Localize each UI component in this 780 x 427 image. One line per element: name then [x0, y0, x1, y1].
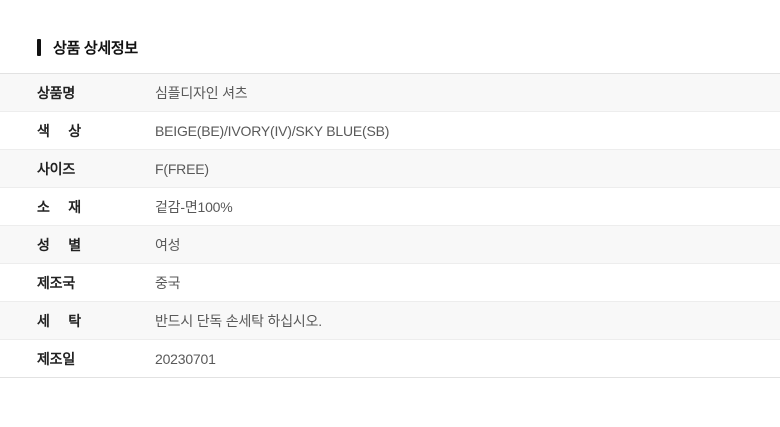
spec-label: 사이즈 — [37, 160, 76, 177]
spec-value: 심플디자인 셔츠 — [155, 84, 248, 101]
spec-row-size: 사이즈 F(FREE) — [0, 150, 780, 188]
spec-row-origin-country: 제조국 중국 — [0, 264, 780, 302]
spec-row-material: 소 재 겉감-면100% — [0, 188, 780, 226]
spec-label: 색 상 — [37, 122, 81, 139]
section-header: 상품 상세정보 — [37, 37, 138, 57]
spec-value: F(FREE) — [155, 160, 209, 177]
spec-label: 성 별 — [37, 236, 81, 253]
product-spec-table: 상품명 심플디자인 셔츠 색 상 BEIGE(BE)/IVORY(IV)/SKY… — [0, 73, 780, 378]
section-title: 상품 상세정보 — [53, 39, 138, 57]
spec-value: 20230701 — [155, 350, 216, 367]
spec-row-product-name: 상품명 심플디자인 셔츠 — [0, 74, 780, 112]
spec-value: 겉감-면100% — [155, 198, 233, 215]
spec-row-washing: 세 탁 반드시 단독 손세탁 하십시오. — [0, 302, 780, 340]
spec-row-gender: 성 별 여성 — [0, 226, 780, 264]
spec-row-manufacture-date: 제조일 20230701 — [0, 340, 780, 378]
spec-value: 여성 — [155, 236, 181, 253]
title-bar-marker-icon — [37, 38, 41, 56]
spec-label: 제조일 — [37, 350, 76, 367]
spec-value: 반드시 단독 손세탁 하십시오. — [155, 312, 322, 329]
spec-label: 소 재 — [37, 198, 81, 215]
spec-value: 중국 — [155, 274, 181, 291]
spec-label: 제조국 — [37, 274, 76, 291]
spec-value: BEIGE(BE)/IVORY(IV)/SKY BLUE(SB) — [155, 122, 390, 139]
spec-row-color: 색 상 BEIGE(BE)/IVORY(IV)/SKY BLUE(SB) — [0, 112, 780, 150]
spec-label: 세 탁 — [37, 312, 81, 329]
spec-label: 상품명 — [37, 84, 76, 101]
